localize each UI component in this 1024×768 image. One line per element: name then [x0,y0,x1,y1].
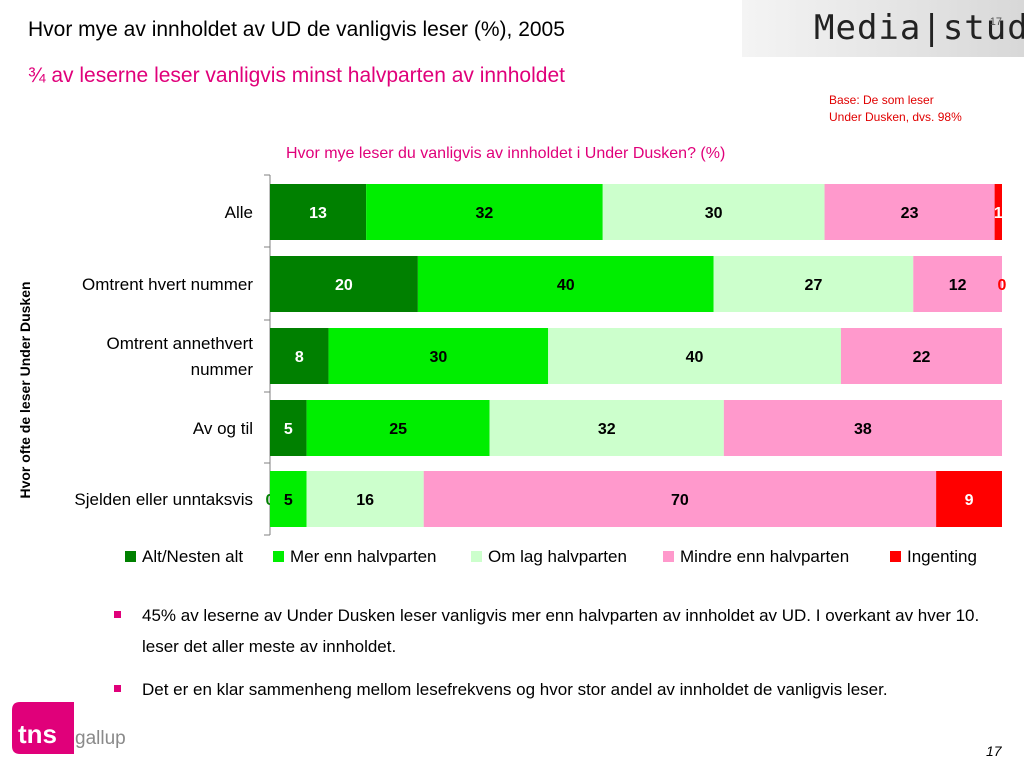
legend-swatch [890,551,901,562]
bar-segment [713,256,914,312]
bar-segment [994,184,1002,240]
chart-title: Hvor mye leser du vanligvis av innholdet… [286,145,726,162]
bar-value-label: 23 [901,205,919,222]
bullet-text: Det er en klar sammenheng mellom lesefre… [142,680,888,699]
bar-segment [913,256,1002,312]
bullet-item: Det er en klar sammenheng mellom lesefre… [112,674,992,705]
bullet-text: 45% av leserne av Under Dusken leser van… [142,606,980,656]
bar-segment [936,471,1002,527]
bar-segment [270,400,307,456]
bar-value-label: 30 [705,205,723,222]
bar-value-label: 22 [913,349,931,366]
legend-label: Ingenting [907,547,977,566]
bar-value-label: 70 [671,492,689,509]
bar-value-label: 20 [335,277,353,294]
base-note-line1: Base: De som leser [829,93,934,107]
bar-segment [270,184,367,240]
bar-segment [824,184,995,240]
bar-value-label: 25 [389,421,407,438]
bar-segment [306,471,424,527]
bar-value-label: 38 [854,421,872,438]
bullet-square-icon [114,685,121,692]
bar-segment [270,471,307,527]
bar-value-label: 13 [309,205,327,222]
category-label: Omtrent hvert nummer [82,275,253,294]
bar-segment [270,328,329,384]
bar-value-label: 40 [557,277,575,294]
y-axis-title: Hvor ofte de leser Under Dusken [17,281,33,498]
category-label: Omtrent annethvert [107,334,254,353]
legend-label: Alt/Nesten alt [142,547,243,566]
bar-value-label: 30 [429,349,447,366]
page-number: 17 [986,743,1002,759]
bar-segment [840,328,1002,384]
bar-value-label: 9 [965,492,974,509]
base-note-line2: Under Dusken, dvs. 98% [829,110,962,124]
category-label: Av og til [193,419,253,438]
bar-segment [306,400,490,456]
category-label: nummer [191,360,254,379]
bar-value-label: 27 [805,277,823,294]
bar-value-label: 40 [686,349,704,366]
bar-segment [489,400,724,456]
bar-segment [423,471,937,527]
mediastud-brand-banner: Media|stud 17 [742,0,1024,57]
bullet-list: 45% av leserne av Under Dusken leser van… [112,600,992,717]
bar-segment [723,400,1002,456]
stacked-bar-chart: 13 32 30 23 1 Alle 20 40 27 12 0 Omtrent hvert numm… [17,174,1007,566]
legend-label: Mer enn halvparten [290,547,436,566]
bar-value-label: 12 [949,277,967,294]
base-note: Base: De som leser Under Dusken, dvs. 98… [829,92,962,126]
gallup-logo-text: gallup [75,728,126,749]
mediastud-logo-text: Media|stud [814,8,1024,48]
bar-value-label: 16 [356,492,374,509]
legend-label: Mindre enn halvparten [680,547,849,566]
brand-page-mark: 17 [989,16,1002,28]
page-subtitle: ¾ av leserne leser vanligvis minst halvp… [28,64,565,87]
legend-swatch [125,551,136,562]
bar-segment [602,184,825,240]
page-title: Hvor mye av innholdet av UD de vanligvis… [28,18,565,41]
bar-segment [328,328,549,384]
tns-gallup-logo: tns gallup [12,702,126,754]
legend-swatch [471,551,482,562]
bar-value-label: 0 [998,277,1007,294]
legend-swatch [663,551,674,562]
bar-segment [417,256,714,312]
category-label: Sjelden eller unntaksvis [74,490,253,509]
bar-segment [548,328,841,384]
bar-segment [270,256,418,312]
legend-swatch [273,551,284,562]
bar-value-label: 8 [295,349,304,366]
bar-value-label: 5 [284,421,293,438]
tns-logo-text: tns [18,719,57,749]
bar-value-label: 5 [284,492,293,509]
legend-label: Om lag halvparten [488,547,627,566]
bar-value-label: 32 [476,205,494,222]
tns-logo-shape [12,702,74,754]
bar-value-label: 1 [994,205,1003,222]
bullet-item: 45% av leserne av Under Dusken leser van… [112,600,992,662]
bar-value-label: 32 [598,421,616,438]
category-label: Alle [225,203,253,222]
bullet-square-icon [114,611,121,618]
bar-segment [366,184,603,240]
